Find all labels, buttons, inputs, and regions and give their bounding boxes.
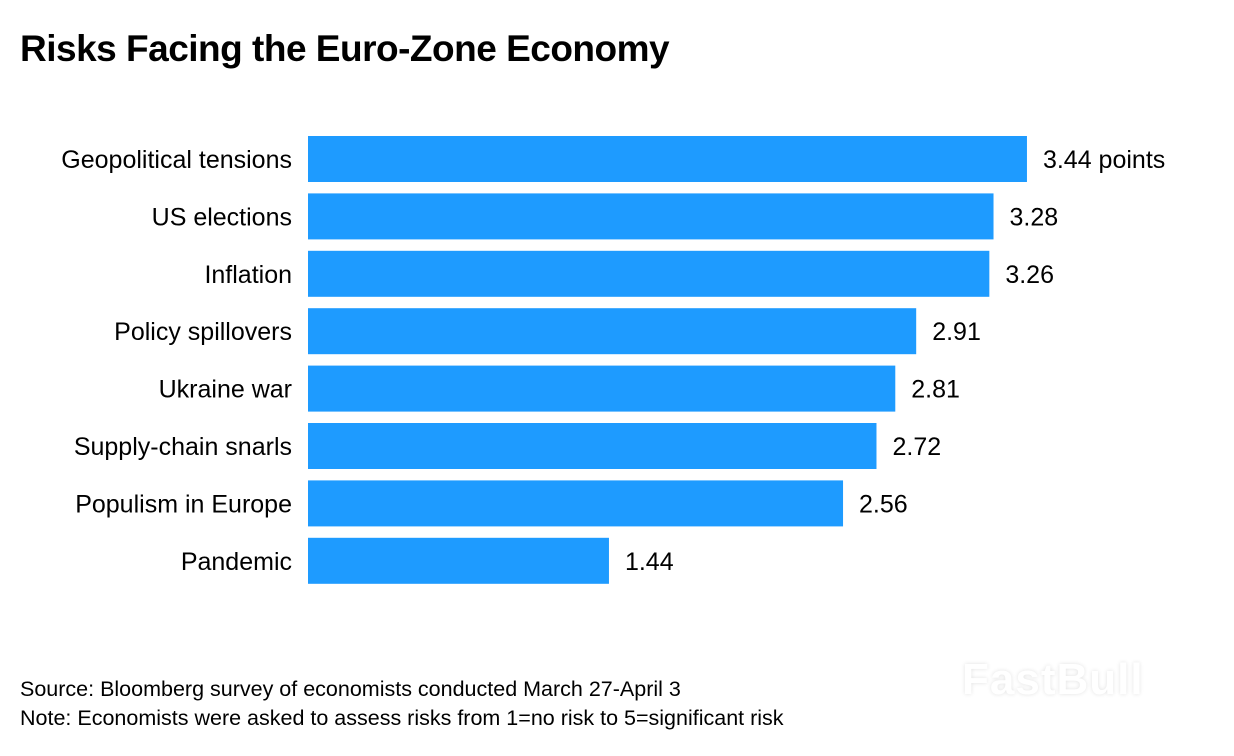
category-label: Policy spillovers — [114, 318, 292, 346]
value-label: 2.72 — [892, 433, 941, 461]
bar — [308, 193, 994, 240]
value-label: 2.91 — [932, 318, 981, 346]
category-label: Inflation — [204, 261, 292, 289]
bar — [308, 537, 609, 584]
category-label: Supply-chain snarls — [74, 433, 292, 461]
bar — [308, 250, 990, 297]
category-label: US elections — [152, 203, 292, 231]
bar — [308, 423, 877, 469]
category-label: Geopolitical tensions — [61, 146, 292, 174]
bar — [308, 308, 917, 355]
watermark-logo: FastBull — [962, 655, 1144, 704]
value-label: 2.81 — [911, 376, 960, 404]
bar — [308, 365, 896, 412]
source-note: Source: Bloomberg survey of economists c… — [20, 677, 681, 701]
category-label: Pandemic — [181, 548, 292, 576]
value-label: 3.28 — [1010, 203, 1059, 231]
bar — [308, 480, 844, 527]
bar-chart: Geopolitical tensions 3.44 points US elect… — [61, 136, 1165, 584]
value-label: 2.56 — [859, 490, 908, 518]
value-label: 1.44 — [625, 548, 674, 576]
methodology-note: Note: Economists were asked to assess ri… — [20, 706, 784, 730]
category-label: Populism in Europe — [75, 490, 292, 518]
bar — [308, 136, 1027, 182]
chart-title: Risks Facing the Euro-Zone Economy — [20, 28, 670, 69]
value-label: 3.44 points — [1043, 146, 1165, 174]
category-label: Ukraine war — [159, 376, 292, 404]
value-label: 3.26 — [1005, 261, 1054, 289]
